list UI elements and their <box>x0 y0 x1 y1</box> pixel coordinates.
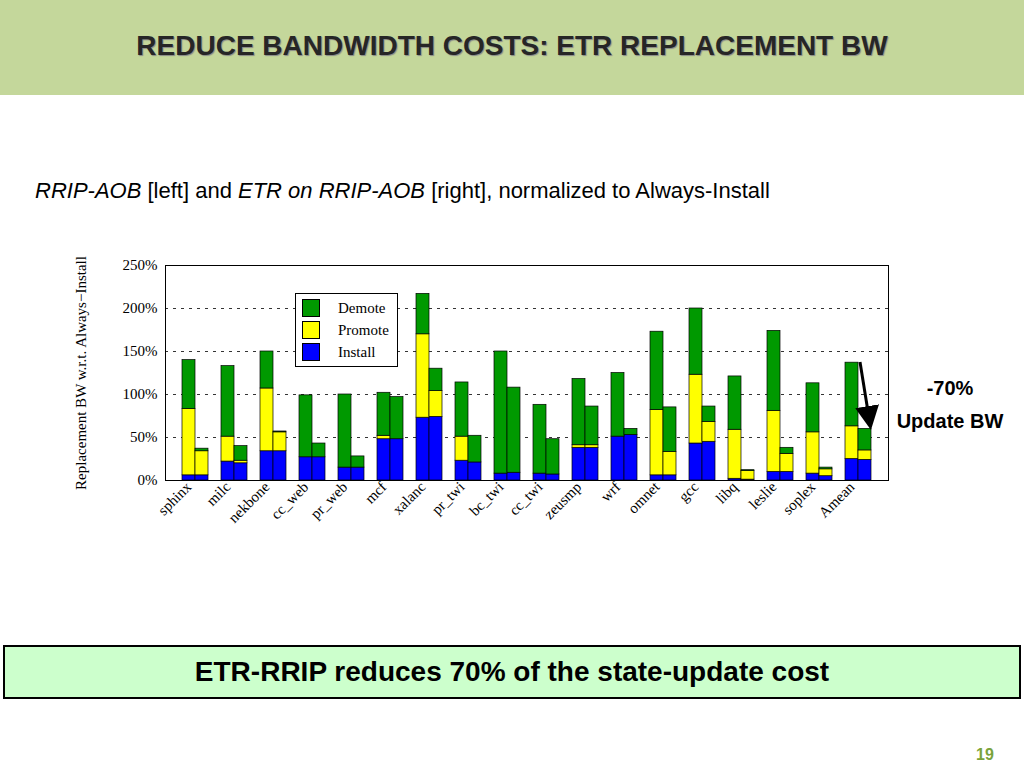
html-text:19: 19 <box>976 746 994 763</box>
html-text:ETR-RRIP reduces 70% of the st: ETR-RRIP reduces 70% of the state-update… <box>194 656 830 687</box>
svg-text:soplex: soplex <box>780 478 819 517</box>
html-text:Promote: Promote <box>338 321 389 338</box>
html-text:REDUCE BANDWIDTH COSTS: ETR RE: REDUCE BANDWIDTH COSTS: ETR REPLACEMENT … <box>136 30 888 61</box>
svg-text:wrf: wrf <box>597 479 623 505</box>
html-text:Update BW: Update BW <box>896 410 1004 432</box>
svg-text:Amean: Amean <box>816 478 858 520</box>
svg-text:0%: 0% <box>138 472 158 488</box>
svg-text:Replacement BW w.r.t. Always−I: Replacement BW w.r.t. Always−Install <box>73 256 89 490</box>
html-text:RRIP-AOB [left] and ETR on RRI: RRIP-AOB [left] and ETR on RRIP-AOB [rig… <box>35 178 770 203</box>
svg-text:gcc: gcc <box>675 478 701 504</box>
html-text:Install: Install <box>338 343 376 360</box>
svg-text:mcf: mcf <box>362 479 390 507</box>
svg-text:pr_web: pr_web <box>307 479 350 522</box>
svg-text:xalanc: xalanc <box>390 478 429 517</box>
html-text:-70%: -70% <box>926 377 974 399</box>
svg-text:omnet: omnet <box>625 478 663 516</box>
svg-text:nekbone: nekbone <box>225 478 272 525</box>
svg-text:250%: 250% <box>123 257 158 273</box>
svg-text:100%: 100% <box>123 386 158 402</box>
svg-text:cc_web: cc_web <box>268 479 312 523</box>
svg-text:sphinx: sphinx <box>155 478 195 518</box>
svg-text:bc_twi: bc_twi <box>466 479 506 519</box>
svg-text:zeusmp: zeusmp <box>541 479 585 523</box>
svg-text:milc: milc <box>203 478 233 508</box>
svg-text:50%: 50% <box>130 429 158 445</box>
svg-text:libq: libq <box>713 478 741 506</box>
html-text:Demote: Demote <box>338 299 386 316</box>
svg-text:leslie: leslie <box>746 478 780 512</box>
svg-text:200%: 200% <box>123 300 158 316</box>
svg-text:150%: 150% <box>123 343 158 359</box>
svg-text:pr_twi: pr_twi <box>429 479 468 518</box>
svg-text:cc_twi: cc_twi <box>506 479 546 519</box>
